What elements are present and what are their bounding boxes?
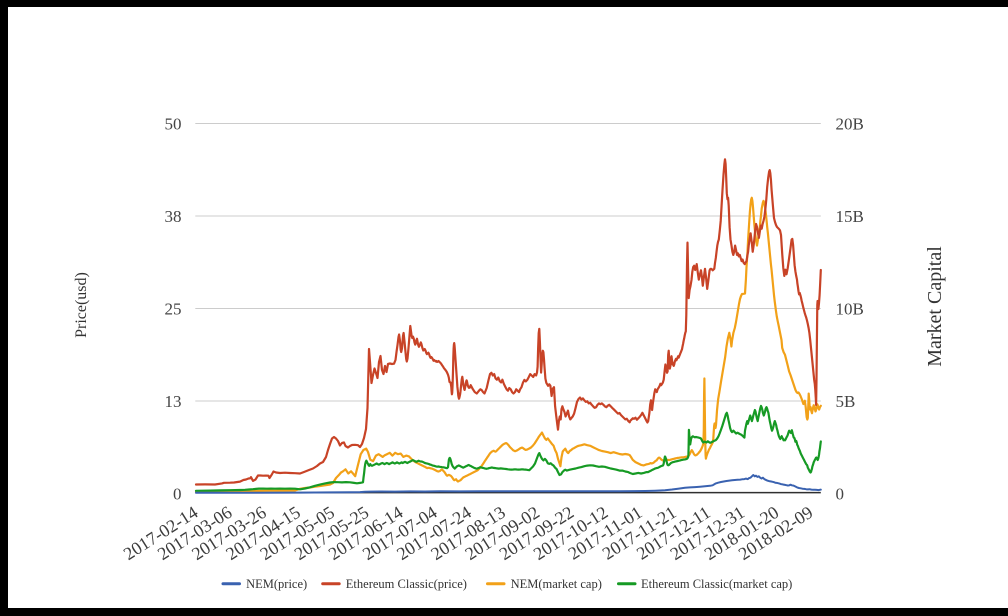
svg-text:Market Capital: Market Capital	[924, 246, 946, 367]
svg-text:25: 25	[165, 299, 182, 318]
svg-text:38: 38	[165, 207, 182, 226]
svg-text:20B: 20B	[836, 114, 864, 133]
svg-text:0: 0	[173, 484, 182, 503]
svg-text:0: 0	[836, 484, 845, 503]
svg-text:NEM(market cap): NEM(market cap)	[511, 577, 602, 591]
svg-text:Ethereum Classic(market cap): Ethereum Classic(market cap)	[641, 577, 792, 591]
svg-text:Price(usd): Price(usd)	[73, 272, 90, 338]
svg-text:50: 50	[165, 114, 182, 133]
svg-text:NEM(price): NEM(price)	[246, 577, 307, 591]
svg-text:15B: 15B	[836, 207, 864, 226]
svg-text:Ethereum Classic(price): Ethereum Classic(price)	[346, 577, 467, 591]
svg-text:10B: 10B	[836, 299, 864, 318]
svg-text:5B: 5B	[836, 392, 856, 411]
svg-text:13: 13	[165, 392, 182, 411]
